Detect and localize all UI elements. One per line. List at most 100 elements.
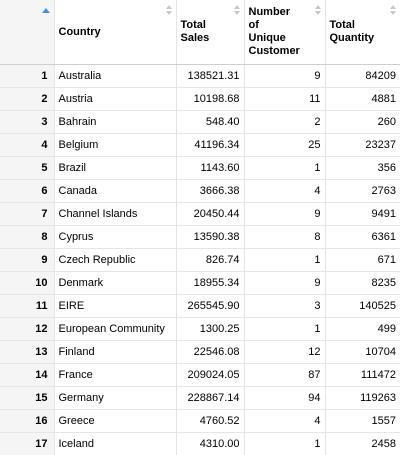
cell-country: Cyprus xyxy=(54,225,177,249)
header-label: Customer xyxy=(248,45,300,57)
cell-unique-customers: 9 xyxy=(244,64,326,88)
row-index: 11 xyxy=(0,294,55,318)
cell-unique-customers: 1 xyxy=(244,317,326,341)
cell-total-quantity: 1557 xyxy=(325,409,400,433)
cell-unique-customers: 1 xyxy=(244,432,326,455)
cell-country: Czech Republic xyxy=(54,248,177,272)
cell-total-sales: 3666.38 xyxy=(176,179,245,203)
sort-icon[interactable] xyxy=(233,5,240,15)
cell-country: European Community xyxy=(54,317,177,341)
cell-country: Germany xyxy=(54,386,177,410)
cell-total-quantity: 10704 xyxy=(325,340,400,364)
cell-total-quantity: 8235 xyxy=(325,271,400,295)
row-index: 2 xyxy=(0,87,55,111)
cell-total-sales: 138521.31 xyxy=(176,64,245,88)
cell-unique-customers: 3 xyxy=(244,294,326,318)
table-row[interactable]: 16 Greece 4760.52 4 1557 xyxy=(0,409,400,433)
cell-unique-customers: 1 xyxy=(244,248,326,272)
column-header-total-sales[interactable]: Total Sales xyxy=(176,0,245,65)
cell-country: Australia xyxy=(54,64,177,88)
cell-total-sales: 4310.00 xyxy=(176,432,245,455)
table-row[interactable]: 15 Germany 228867.14 94 119263 xyxy=(0,386,400,410)
cell-total-quantity: 119263 xyxy=(325,386,400,410)
table-row[interactable]: 2 Austria 10198.68 11 4881 xyxy=(0,87,400,111)
cell-total-sales: 41196.34 xyxy=(176,133,245,157)
table-row[interactable]: 14 France 209024.05 87 111472 xyxy=(0,363,400,387)
table-row[interactable]: 9 Czech Republic 826.74 1 671 xyxy=(0,248,400,272)
cell-total-quantity: 2763 xyxy=(325,179,400,203)
row-index: 3 xyxy=(0,110,55,134)
cell-country: Greece xyxy=(54,409,177,433)
row-index: 12 xyxy=(0,317,55,341)
header-label: Unique xyxy=(248,32,286,44)
table-row[interactable]: 10 Denmark 18955.34 9 8235 xyxy=(0,271,400,295)
row-index: 7 xyxy=(0,202,55,226)
cell-country: Belgium xyxy=(54,133,177,157)
header-label: of xyxy=(248,19,259,31)
row-index: 16 xyxy=(0,409,55,433)
cell-unique-customers: 94 xyxy=(244,386,326,410)
cell-country: Channel Islands xyxy=(54,202,177,226)
cell-total-quantity: 23237 xyxy=(325,133,400,157)
cell-total-sales: 10198.68 xyxy=(176,87,245,111)
cell-total-sales: 548.40 xyxy=(176,110,245,134)
row-index: 13 xyxy=(0,340,55,364)
cell-unique-customers: 4 xyxy=(244,179,326,203)
table-row[interactable]: 12 European Community 1300.25 1 499 xyxy=(0,317,400,341)
cell-country: Brazil xyxy=(54,156,177,180)
sort-icon[interactable] xyxy=(314,5,321,15)
header-label: Quantity xyxy=(329,32,375,44)
cell-unique-customers: 9 xyxy=(244,202,326,226)
cell-unique-customers: 9 xyxy=(244,271,326,295)
cell-total-sales: 20450.44 xyxy=(176,202,245,226)
cell-unique-customers: 2 xyxy=(244,110,326,134)
sort-ascending-icon[interactable] xyxy=(42,8,50,13)
cell-total-sales: 18955.34 xyxy=(176,271,245,295)
header-label: Country xyxy=(58,25,101,38)
row-index: 9 xyxy=(0,248,55,272)
table-row[interactable]: 6 Canada 3666.38 4 2763 xyxy=(0,179,400,203)
cell-country: EIRE xyxy=(54,294,177,318)
index-column-header[interactable] xyxy=(0,0,55,65)
row-index: 4 xyxy=(0,133,55,157)
table-row[interactable]: 7 Channel Islands 20450.44 9 9491 xyxy=(0,202,400,226)
cell-total-sales: 826.74 xyxy=(176,248,245,272)
cell-total-quantity: 2458 xyxy=(325,432,400,455)
cell-total-quantity: 84209 xyxy=(325,64,400,88)
cell-country: France xyxy=(54,363,177,387)
cell-unique-customers: 87 xyxy=(244,363,326,387)
table-row[interactable]: 11 EIRE 265545.90 3 140525 xyxy=(0,294,400,318)
cell-country: Iceland xyxy=(54,432,177,455)
table-row[interactable]: 17 Iceland 4310.00 1 2458 xyxy=(0,432,400,455)
cell-total-quantity: 9491 xyxy=(325,202,400,226)
column-header-unique-customers[interactable]: Number of Unique Customer xyxy=(244,0,326,65)
sort-icon[interactable] xyxy=(165,5,172,15)
cell-total-quantity: 260 xyxy=(325,110,400,134)
column-header-total-quantity[interactable]: Total Quantity xyxy=(325,0,400,65)
sort-icon[interactable] xyxy=(390,5,396,15)
cell-total-sales: 1143.60 xyxy=(176,156,245,180)
table-row[interactable]: 1 Australia 138521.31 9 84209 xyxy=(0,64,400,88)
cell-total-quantity: 111472 xyxy=(325,363,400,387)
table-row[interactable]: 13 Finland 22546.08 12 10704 xyxy=(0,340,400,364)
row-index: 14 xyxy=(0,363,55,387)
header-label: Sales xyxy=(180,32,210,44)
row-index: 17 xyxy=(0,432,55,455)
table-row[interactable]: 4 Belgium 41196.34 25 23237 xyxy=(0,133,400,157)
table-body: 1 Australia 138521.31 9 84209 2 Austria 10198.6… xyxy=(0,64,400,455)
cell-total-sales: 4760.52 xyxy=(176,409,245,433)
cell-total-sales: 265545.90 xyxy=(176,294,245,318)
cell-unique-customers: 4 xyxy=(244,409,326,433)
cell-total-quantity: 140525 xyxy=(325,294,400,318)
cell-country: Canada xyxy=(54,179,177,203)
table-row[interactable]: 5 Brazil 1143.60 1 356 xyxy=(0,156,400,180)
table-row[interactable]: 8 Cyprus 13590.38 8 6361 xyxy=(0,225,400,249)
cell-unique-customers: 12 xyxy=(244,340,326,364)
cell-unique-customers: 8 xyxy=(244,225,326,249)
table-row[interactable]: 3 Bahrain 548.40 2 260 xyxy=(0,110,400,134)
cell-total-sales: 13590.38 xyxy=(176,225,245,249)
cell-total-quantity: 4881 xyxy=(325,87,400,111)
column-header-country[interactable]: Country xyxy=(54,0,177,65)
header-label: Total xyxy=(329,19,355,31)
